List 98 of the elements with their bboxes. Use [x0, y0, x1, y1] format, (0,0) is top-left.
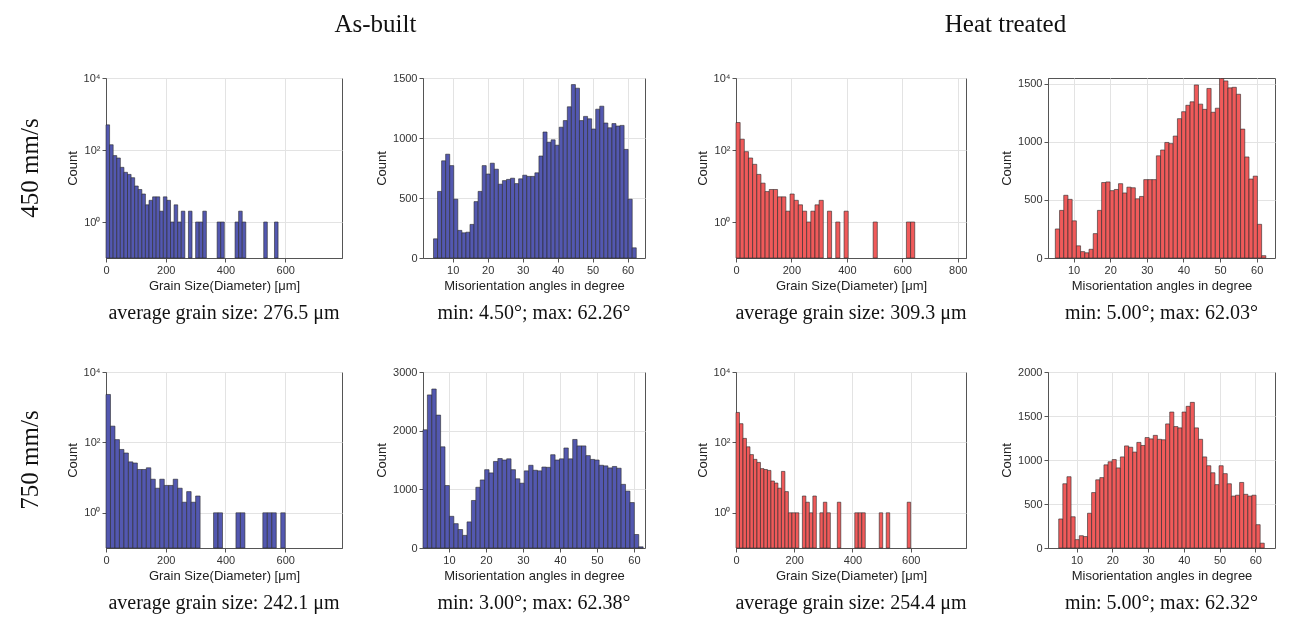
text: min: 4.50°; max: 62.26°: [437, 301, 631, 324]
x-tick-label: 400: [843, 553, 863, 566]
x-axis-title: Grain Size(Diameter) [μm]: [148, 567, 301, 583]
text: average grain size: 242.1 μm: [108, 591, 340, 614]
y-axis-title: Count: [64, 150, 80, 186]
x-tick-label: 60: [621, 263, 635, 276]
y-tick-label: 10²: [84, 143, 101, 156]
x-tick-label: 600: [902, 553, 921, 566]
x-tick-label: 20: [1104, 263, 1117, 276]
y-tick-label: 1500: [393, 71, 418, 84]
x-axis-title: Grain Size(Diameter) [μm]: [775, 567, 928, 583]
text: min: 5.00°; max: 62.03°: [1064, 301, 1259, 324]
y-tick-label: 10⁰: [84, 506, 101, 519]
x-tick-label: 200: [157, 263, 176, 276]
y-tick-label: 10⁴: [713, 365, 731, 378]
text: 750 mm/s: [16, 410, 44, 510]
text: min: 3.00°; max: 62.38°: [437, 591, 631, 614]
y-tick-label: 1500: [1018, 409, 1043, 422]
y-tick-label: 10⁰: [714, 506, 731, 519]
x-tick-label: 60: [1251, 263, 1264, 276]
x-axis-title: Misorientation angles in degree: [444, 277, 625, 293]
x-tick-label: 600: [893, 263, 912, 276]
y-tick-label: 10²: [714, 435, 731, 448]
x-tick-label: 200: [785, 553, 804, 566]
x-axis-title: Grain Size(Diameter) [μm]: [148, 277, 301, 293]
y-axis-title: Count: [374, 150, 390, 186]
x-tick-label: 30: [1142, 553, 1155, 566]
y-tick-label: 500: [1024, 497, 1043, 510]
text: 450 mm/s: [16, 118, 44, 218]
x-tick-label: 10: [1068, 263, 1081, 276]
x-tick-label: 0: [733, 553, 740, 566]
x-tick-label: 0: [103, 553, 110, 566]
y-axis-title: Count: [694, 150, 710, 186]
y-tick-label: 1000: [393, 482, 418, 495]
y-tick-label: 10⁴: [83, 71, 101, 84]
y-tick-label: 1000: [1018, 453, 1043, 466]
x-tick-label: 200: [782, 263, 802, 276]
x-tick-label: 600: [276, 553, 295, 566]
x-tick-label: 0: [733, 263, 740, 276]
x-tick-label: 0: [103, 263, 110, 276]
y-tick-label: 10²: [714, 143, 731, 156]
y-tick-label: 0: [1036, 251, 1043, 264]
y-tick-label: 0: [411, 251, 418, 264]
x-tick-label: 20: [482, 263, 495, 276]
y-tick-label: 1000: [1018, 135, 1043, 148]
y-tick-label: 3000: [393, 365, 418, 378]
x-tick-label: 60: [628, 553, 641, 566]
x-tick-label: 10: [443, 553, 456, 566]
x-tick-label: 200: [157, 553, 176, 566]
y-tick-label: 10⁰: [84, 215, 101, 228]
x-tick-label: 50: [591, 553, 604, 566]
x-tick-label: 400: [838, 263, 857, 276]
y-tick-label: 500: [1024, 193, 1043, 206]
chart-title: As-built: [333, 10, 418, 38]
y-tick-label: 1500: [1018, 77, 1043, 90]
y-tick-label: 10²: [84, 435, 101, 448]
y-axis-title: Count: [374, 442, 390, 478]
y-axis-title: Count: [999, 442, 1015, 478]
y-tick-label: 2000: [1018, 365, 1043, 378]
y-tick-label: 10⁴: [713, 71, 731, 84]
x-tick-label: 60: [1249, 553, 1262, 566]
x-tick-label: 400: [216, 263, 236, 276]
y-axis-title: Count: [999, 150, 1015, 186]
x-tick-label: 20: [480, 553, 493, 566]
text: min: 5.00°; max: 62.32°: [1064, 591, 1259, 614]
y-tick-label: 0: [1036, 541, 1043, 554]
x-tick-label: 50: [1213, 553, 1227, 566]
x-axis-title: Misorientation angles in degree: [1071, 567, 1253, 583]
y-tick-label: 10⁴: [83, 365, 101, 378]
x-tick-label: 40: [1178, 553, 1191, 566]
y-axis-title: Count: [694, 442, 710, 478]
x-tick-label: 10: [447, 263, 460, 276]
x-tick-label: 30: [517, 553, 530, 566]
x-tick-label: 40: [554, 553, 567, 566]
chart-title: Heat treated: [943, 10, 1068, 38]
x-tick-label: 800: [949, 263, 968, 276]
text: average grain size: 254.4 μm: [735, 591, 967, 614]
x-tick-label: 50: [1214, 263, 1227, 276]
x-tick-label: 30: [517, 263, 530, 276]
x-tick-label: 50: [586, 263, 600, 276]
y-tick-label: 2000: [393, 424, 418, 437]
x-axis-title: Misorientation angles in degree: [444, 567, 625, 583]
x-axis-title: Misorientation angles in degree: [1071, 277, 1253, 293]
y-axis-title: Count: [64, 442, 80, 478]
x-tick-label: 400: [216, 553, 236, 566]
x-tick-label: 20: [1106, 553, 1119, 566]
y-tick-label: 500: [399, 191, 418, 204]
text: average grain size: 309.3 μm: [735, 301, 967, 324]
x-tick-label: 600: [276, 263, 295, 276]
y-tick-label: 1000: [393, 131, 418, 144]
x-tick-label: 40: [1177, 263, 1191, 276]
x-axis-title: Grain Size(Diameter) [μm]: [775, 277, 928, 293]
x-tick-label: 30: [1141, 263, 1154, 276]
x-tick-label: 40: [551, 263, 565, 276]
x-tick-label: 10: [1070, 553, 1084, 566]
text: average grain size: 276.5 μm: [108, 301, 340, 324]
y-tick-label: 0: [411, 541, 418, 554]
y-tick-label: 10⁰: [714, 215, 731, 228]
